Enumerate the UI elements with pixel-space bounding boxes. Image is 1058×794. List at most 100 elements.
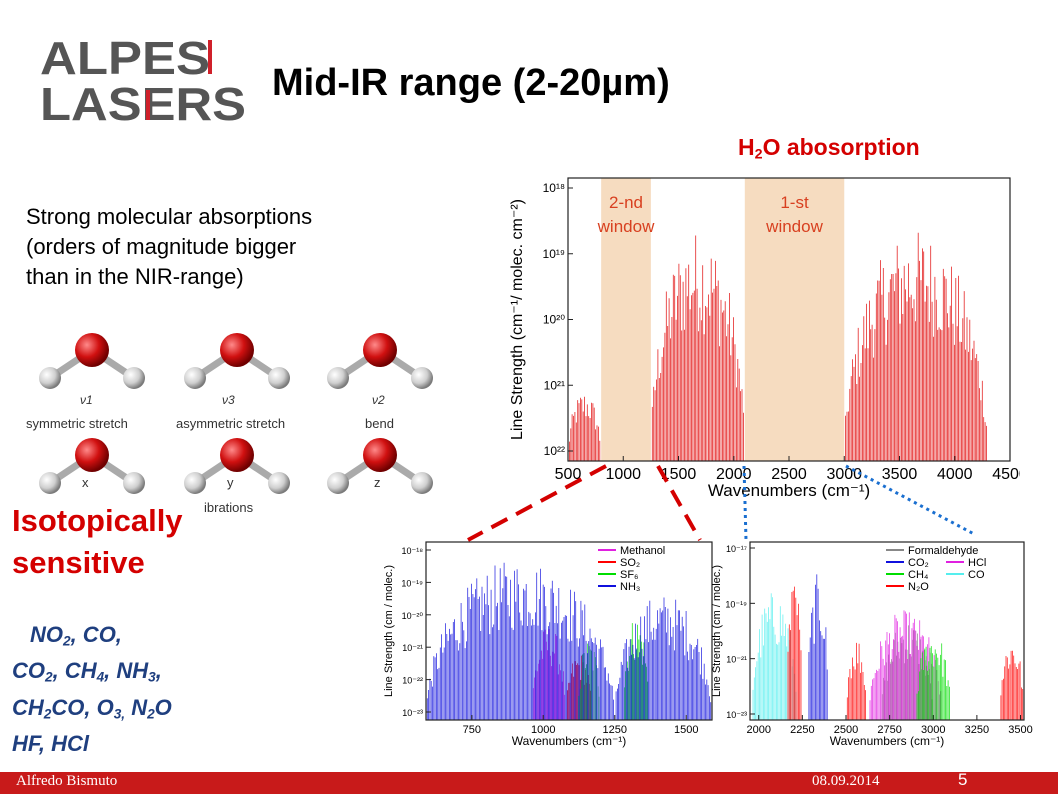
oxygen-atom	[220, 333, 254, 367]
mode-labels: ν1 ν3 ν2 symmetric stretch asymmetric st…	[26, 393, 394, 515]
x-tick-label: 4000	[937, 466, 973, 483]
x-tick-label: 1250	[603, 724, 627, 736]
hydrogen-atom	[268, 367, 290, 389]
plot-frame	[749, 541, 1025, 721]
x-tick-label: 1500	[661, 466, 697, 483]
x-tick-label: 1000	[531, 724, 555, 736]
axis-label-y: y	[227, 475, 234, 490]
species-text: O	[154, 694, 172, 720]
legend-label: N₂O	[908, 581, 929, 593]
species-text: HF, HCl	[12, 731, 89, 757]
legend-label: Methanol	[620, 545, 665, 557]
y-tick-label: 10⁻¹⁹	[725, 599, 747, 609]
hydrogen-atom	[268, 472, 290, 494]
x-tick-label: 3500	[882, 466, 918, 483]
x-tick-label: 750	[463, 724, 481, 736]
description-line: than in the NIR-range)	[26, 264, 244, 289]
page-number: 5	[958, 770, 968, 789]
absorption-band	[846, 642, 867, 720]
legend-label: NH₃	[620, 581, 640, 593]
species-text: 3	[148, 669, 156, 685]
species-text: NO	[30, 622, 63, 647]
legend-label: CO₂	[908, 557, 929, 569]
y-tick-label: 10²²	[544, 444, 565, 458]
species-text: CH	[12, 694, 44, 720]
legend-label: Formaldehyde	[908, 545, 978, 557]
mode-symbol: ν1	[80, 393, 93, 407]
species-text: 4	[96, 669, 105, 685]
x-tick-label: 3500	[1008, 724, 1032, 736]
species-line: NO2, CO,	[12, 620, 172, 656]
species-text: 2	[45, 669, 53, 685]
water-molecule	[39, 438, 145, 494]
species-text: 3,	[113, 706, 126, 722]
x-tick-label: 2750	[877, 724, 901, 736]
y-tick-label: 10⁻²⁰	[402, 611, 424, 621]
y-tick-label: 10⁻²¹	[726, 655, 747, 665]
hydrogen-atom	[39, 367, 61, 389]
species-text: ,	[155, 658, 162, 684]
absorption-band	[787, 586, 802, 720]
series-lines	[569, 232, 987, 461]
y-tick-label: 10⁻¹⁹	[401, 578, 423, 588]
species-text: N	[125, 694, 148, 720]
slide-title: Mid-IR range (2-20µm)	[272, 62, 670, 104]
heading-line: Isotopically	[12, 503, 183, 538]
hydrogen-atom	[123, 472, 145, 494]
oxygen-atom	[220, 438, 254, 472]
y-tick-label: 10⁻²¹	[402, 643, 423, 653]
oxygen-atom	[363, 333, 397, 367]
water-molecule	[184, 333, 290, 389]
species-list: NO2, CO, CO2, CH4, NH3, CH2CO, O3, N2O HF, …	[12, 620, 172, 759]
absorption-band	[569, 396, 601, 461]
water-molecule	[39, 333, 145, 389]
series-ch	[916, 643, 950, 720]
footer-date: 08.09.2014	[812, 773, 880, 789]
x-axis-label: Wavenumbers (cm⁻¹)	[830, 734, 945, 748]
x-tick-label: 3250	[965, 724, 989, 736]
series-nh	[426, 562, 712, 720]
description-line: (orders of magnitude bigger	[26, 234, 297, 259]
species-text: 2	[43, 706, 52, 722]
water-molecule	[327, 333, 433, 389]
window-label: window	[597, 217, 655, 236]
y-axis-label: Line Strength (cm / molec.)	[711, 565, 723, 697]
logo-line2: LASERS	[40, 78, 246, 126]
legend-label: CO	[968, 569, 985, 581]
y-tick-label: 10¹⁸	[543, 181, 565, 195]
mode-symbol: ν2	[372, 393, 385, 407]
y-tick-label: 10²¹	[544, 378, 565, 392]
legend-label: HCl	[968, 557, 986, 569]
absorption-band	[651, 235, 744, 461]
hydrogen-atom	[411, 367, 433, 389]
heading-line: sensitive	[12, 545, 145, 580]
y-axis-label: Line Strength (cm⁻¹/ molec. cm⁻²)	[509, 199, 526, 440]
y-tick-label: 10⁻¹⁸	[401, 546, 423, 556]
water-molecule	[184, 438, 290, 494]
x-tick-label: 2500	[771, 466, 807, 483]
hydrogen-atom	[327, 472, 349, 494]
water-vibration-modes-diagram: ν1 ν3 ν2 symmetric stretch asymmetric st…	[26, 333, 433, 515]
y-tick-label: 10⁻²³	[402, 708, 423, 718]
axis-label-x: x	[82, 475, 89, 490]
mid-ir-right-spectra-chart: 2000 2250 2500 2750 3000 3250 3500 10⁻¹⁷ 10⁻¹⁹ 10…	[711, 541, 1033, 748]
species-line: CH2CO, O3, N2O	[12, 693, 172, 729]
oxygen-atom	[75, 438, 109, 472]
isotopically-sensitive-heading: Isotopically sensitive	[12, 500, 183, 584]
legend-label: CH₄	[908, 569, 929, 581]
y-tick-label: 10²⁰	[543, 313, 565, 327]
absorption-band	[916, 643, 950, 720]
oxygen-atom	[363, 438, 397, 472]
y-tick-label: 10⁻¹⁷	[726, 544, 747, 554]
species-text: , CO,	[70, 622, 122, 647]
h2o-absorption-title: H2O abosorption	[738, 134, 920, 163]
hydrogen-atom	[411, 472, 433, 494]
x-axis-label: Wavenumbers (cm⁻¹)	[708, 481, 870, 500]
mode-label-asymmetric: asymmetric stretch	[176, 416, 285, 431]
footer-bar	[0, 772, 1058, 794]
x-tick-label: 2500	[834, 724, 858, 736]
hydrogen-atom	[184, 367, 206, 389]
